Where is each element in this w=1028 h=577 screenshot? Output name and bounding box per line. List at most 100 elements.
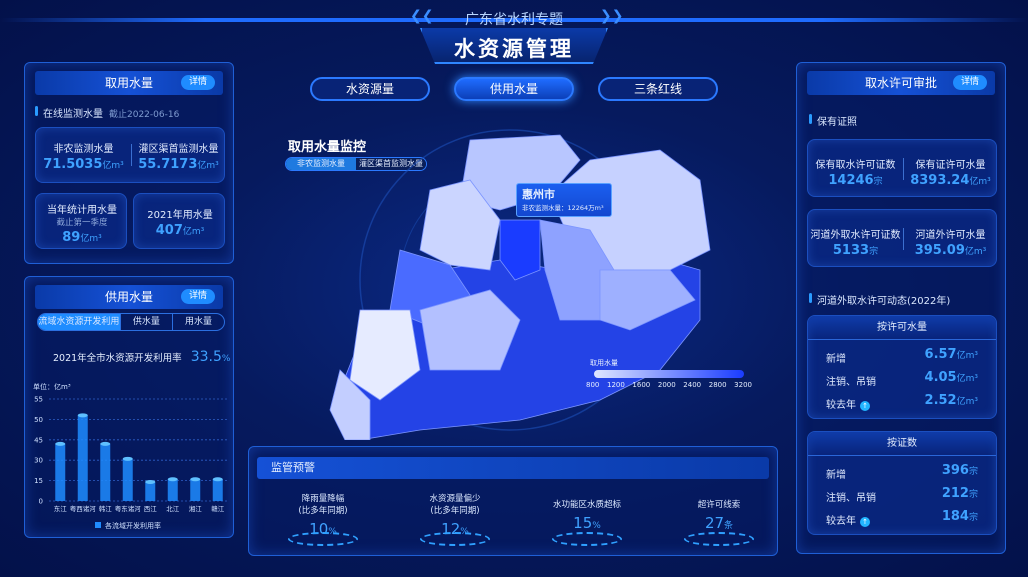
chevron-left-icon: ❮❮: [410, 8, 434, 24]
y-tick-label: 55: [34, 396, 43, 404]
arrow-up-icon: ↑: [860, 401, 870, 411]
toggle-nonagri[interactable]: 非农监测水量: [286, 158, 356, 170]
by-count-card: 按证数 新增 396宗 注销、吊销 212宗 较去年 ↑ 184宗: [807, 431, 997, 535]
warning-item: 水功能区水质超标 15%: [532, 498, 642, 546]
tab-basin-utilization[interactable]: 流域水资源开发利用: [38, 314, 120, 330]
tab-water-resources[interactable]: 水资源量: [310, 77, 430, 101]
region-south: [419, 289, 521, 371]
detail-button[interactable]: 详情: [952, 75, 987, 90]
x-tick-label: 赣江: [211, 504, 225, 513]
page-title: 水资源管理: [454, 37, 574, 61]
permit-panel: 取水许可审批 详情 保有证照 保有取水许可证数 14246宗 保有证许可水量 839…: [796, 62, 1006, 554]
region-coast-east: [599, 269, 696, 331]
region-far-west: [329, 369, 371, 440]
nonagri-stat: 非农监测水量 71.5035亿m³: [43, 144, 124, 172]
warning-item: 超许可线索 27条: [664, 498, 774, 546]
legend-tick: 2000: [657, 381, 676, 389]
y-axis-label: 单位：亿m³: [33, 382, 71, 391]
bar-cap: [77, 413, 88, 418]
bar: [167, 479, 178, 501]
title-frame: [420, 28, 608, 64]
bar: [212, 479, 223, 501]
x-tick-label: 韩江: [99, 504, 113, 513]
bar: [145, 481, 156, 501]
region-huizhou: [499, 219, 541, 281]
bar-cap: [190, 477, 201, 482]
panel-title: 供用水量 详情: [35, 285, 223, 309]
guangdong-map: [329, 129, 711, 440]
chevron-right-icon: ❯❯: [600, 8, 624, 24]
legend-tick: 800: [586, 381, 600, 389]
region-northwest: [419, 179, 501, 271]
toggle-irrigation[interactable]: 灌区渠首监测水量: [356, 158, 426, 170]
bar: [55, 443, 66, 501]
tab-supply[interactable]: 供水量: [119, 314, 172, 330]
panel-title: 取用水量 详情: [35, 71, 223, 95]
supply-panel: 供用水量 详情 流域水资源开发利用 供水量 用水量 2021年全市水资源开发利用…: [24, 276, 234, 538]
stat-row: 新增 396宗: [826, 463, 978, 481]
gauge-ring: [684, 532, 754, 546]
section-label: 河道外取水许可动态(2022年): [809, 292, 950, 307]
legend-label: 各流域开发利用率: [105, 521, 161, 530]
legend-tick: 2800: [708, 381, 727, 389]
detail-button[interactable]: 详情: [180, 289, 215, 304]
legend-title: 取用水量: [590, 359, 618, 367]
irrigation-stat: 灌区渠首监测水量 55.7173亿m³: [138, 144, 219, 172]
legend-tick: 1600: [632, 381, 651, 389]
utilization-rate: 2021年全市水资源开发利用率 33.5%: [53, 349, 231, 365]
y-tick-label: 30: [34, 457, 43, 465]
permit-card: 保有取水许可证数 14246宗 保有证许可水量 8393.24亿m³: [807, 139, 997, 197]
map-title: 取用水量监控: [288, 140, 367, 155]
stat-row: 较去年 ↑ 2.52亿m³: [826, 393, 978, 411]
bar: [122, 458, 133, 501]
x-tick-label: 粤东诸河: [115, 504, 142, 513]
x-tick-label: 东江: [54, 504, 68, 513]
x-tick-label: 粤西诸河: [70, 504, 97, 513]
section-label: 保有证照: [809, 113, 857, 128]
gauge-ring: [288, 532, 358, 546]
bar: [100, 443, 111, 501]
panel-title: 取水许可审批 详情: [807, 71, 995, 95]
legend-swatch: [95, 522, 101, 528]
legend-tick: 3200: [734, 381, 752, 389]
region-southwest: [349, 309, 421, 401]
tab-usage[interactable]: 用水量: [171, 314, 224, 330]
bar-cap: [212, 477, 223, 482]
stat-row: 较去年 ↑ 184宗: [826, 509, 978, 527]
y-tick-label: 45: [34, 436, 43, 444]
map-toggle: 非农监测水量 灌区渠首监测水量: [285, 157, 427, 171]
warning-item: 降雨量降幅 (比多年同期) 10%: [268, 492, 378, 546]
header-bar: [0, 18, 1028, 22]
offchannel-card: 河道外取水许可证数 5133宗 河道外许可水量 395.09亿m³: [807, 209, 997, 267]
y-tick-label: 0: [39, 498, 43, 506]
year-stat-card: 当年统计用水量 截止第一季度 89亿m³: [35, 193, 127, 249]
header: ❮❮ ❯❯ 广东省水利专题 水资源管理: [0, 0, 1028, 64]
warning-title: 监管预警: [257, 457, 769, 479]
stat-row: 注销、吊销 4.05亿m³: [826, 370, 978, 388]
bar-cap: [167, 477, 178, 482]
detail-button[interactable]: 详情: [180, 75, 215, 90]
warning-item: 水资源量偏少 (比多年同期) 12%: [400, 492, 510, 546]
bar: [77, 415, 88, 501]
legend-tick: 1200: [606, 381, 625, 389]
legend-tick: 2400: [683, 381, 702, 389]
bar-cap: [145, 479, 156, 484]
y-tick-label: 15: [34, 477, 43, 485]
tab-red-lines[interactable]: 三条红线: [598, 77, 718, 101]
monitor-card: 非农监测水量 71.5035亿m³ 灌区渠首监测水量 55.7173亿m³: [35, 127, 225, 183]
by-volume-card: 按许可水量 新增 6.57亿m³ 注销、吊销 4.05亿m³ 较去年 ↑ 2.52亿m³: [807, 315, 997, 419]
legend-gradient: [594, 370, 744, 378]
y-tick-label: 50: [34, 416, 43, 424]
x-tick-label: 湘江: [189, 504, 203, 513]
bar: [190, 479, 201, 501]
tab-supply-usage[interactable]: 供用水量: [454, 77, 574, 101]
bar-cap: [55, 441, 66, 446]
arrow-up-icon: ↑: [860, 517, 870, 527]
bar-chart: 单位：亿m³ 0 15 30 45 50 55 东江 粤西诸河 韩江 粤东诸河 西江 北江 湘江 赣江各流域…: [33, 382, 229, 530]
stat-row: 注销、吊销 212宗: [826, 486, 978, 504]
bar-cap: [122, 456, 133, 461]
legend-ticks: 800 1200 1600 2000 2400 2800 3200: [586, 381, 752, 389]
bar-cap: [100, 441, 111, 446]
supply-tabs: 流域水资源开发利用 供水量 用水量: [37, 313, 225, 331]
stat-row: 新增 6.57亿m³: [826, 347, 978, 365]
